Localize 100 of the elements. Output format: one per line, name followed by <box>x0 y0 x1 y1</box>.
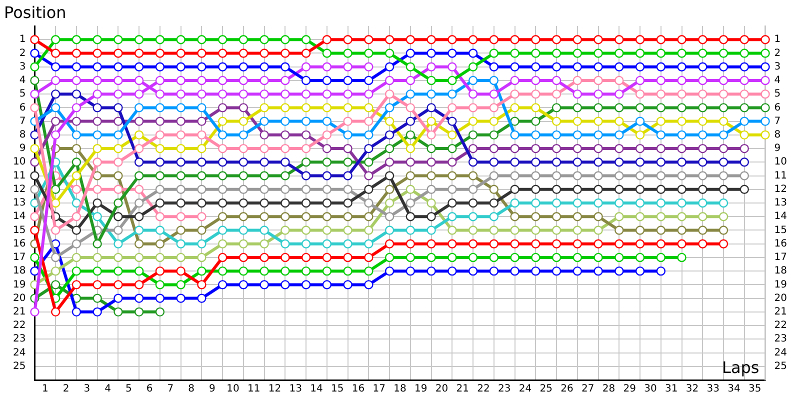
point <box>384 103 394 112</box>
point <box>322 76 332 86</box>
point <box>114 184 123 194</box>
point <box>197 103 206 112</box>
point <box>510 116 520 126</box>
point <box>698 239 708 248</box>
point <box>134 239 144 248</box>
point <box>197 212 206 222</box>
x-tick-label: 4 <box>104 384 111 395</box>
point <box>176 116 186 126</box>
point <box>426 184 436 194</box>
point <box>698 103 708 112</box>
point <box>384 198 394 208</box>
point <box>531 239 540 248</box>
point <box>176 184 186 194</box>
point <box>155 212 165 222</box>
point <box>572 35 582 44</box>
point <box>510 158 520 167</box>
y2-tick-label: 25 <box>774 360 788 372</box>
point <box>364 76 374 86</box>
point <box>552 130 562 140</box>
point <box>51 307 60 317</box>
point <box>218 158 228 167</box>
point <box>718 198 728 208</box>
point <box>301 239 311 248</box>
point <box>260 35 269 44</box>
point <box>72 89 82 99</box>
x-tick-label: 18 <box>394 384 406 395</box>
point <box>343 35 352 44</box>
point <box>114 89 123 99</box>
point <box>218 239 228 248</box>
y-tick-label: 2 <box>19 48 26 59</box>
point <box>218 171 228 180</box>
point <box>301 116 311 126</box>
point <box>406 48 416 58</box>
point <box>301 184 311 194</box>
point <box>280 62 290 72</box>
point <box>176 212 186 222</box>
point <box>343 76 352 86</box>
point <box>238 158 248 167</box>
point <box>448 198 457 208</box>
point <box>531 103 540 112</box>
point <box>426 239 436 248</box>
point <box>677 103 686 112</box>
point <box>30 62 40 72</box>
point <box>677 252 686 262</box>
point <box>698 212 708 222</box>
point <box>343 103 352 112</box>
point <box>489 89 499 99</box>
y-tick-label: 23 <box>12 334 26 345</box>
y2-tick-label: 7 <box>774 116 781 127</box>
point <box>614 184 624 194</box>
point <box>197 144 206 154</box>
y-tick-label: 16 <box>12 238 26 250</box>
y2-tick-label: 19 <box>774 279 788 290</box>
point <box>197 130 206 140</box>
point <box>698 198 708 208</box>
point <box>238 171 248 180</box>
point <box>72 184 82 194</box>
point <box>218 280 228 290</box>
point <box>572 103 582 112</box>
point <box>656 212 666 222</box>
point <box>656 76 666 86</box>
point <box>92 144 102 154</box>
point <box>260 226 269 235</box>
x-tick-label: 22 <box>477 384 490 395</box>
point <box>677 130 686 140</box>
point <box>468 130 478 140</box>
point <box>280 171 290 180</box>
point <box>635 198 645 208</box>
point <box>594 266 603 276</box>
point <box>489 144 499 154</box>
point <box>426 89 436 99</box>
point <box>30 184 40 194</box>
y2-tick-label: 11 <box>774 170 788 182</box>
point <box>114 144 123 154</box>
point <box>531 158 540 167</box>
point <box>280 144 290 154</box>
point <box>489 130 499 140</box>
point <box>260 62 269 72</box>
point <box>238 266 248 276</box>
point <box>572 252 582 262</box>
x-tick-label: 7 <box>167 384 174 395</box>
point <box>155 76 165 86</box>
point <box>114 252 123 262</box>
point <box>614 239 624 248</box>
point <box>134 48 144 58</box>
y2-tick-label: 14 <box>774 211 788 222</box>
point <box>406 252 416 262</box>
point <box>531 212 540 222</box>
point <box>343 158 352 167</box>
point <box>364 158 374 167</box>
point <box>92 212 102 222</box>
point <box>677 239 686 248</box>
point <box>301 130 311 140</box>
point <box>510 144 520 154</box>
point <box>468 212 478 222</box>
point <box>552 198 562 208</box>
point <box>364 116 374 126</box>
point <box>448 158 457 167</box>
